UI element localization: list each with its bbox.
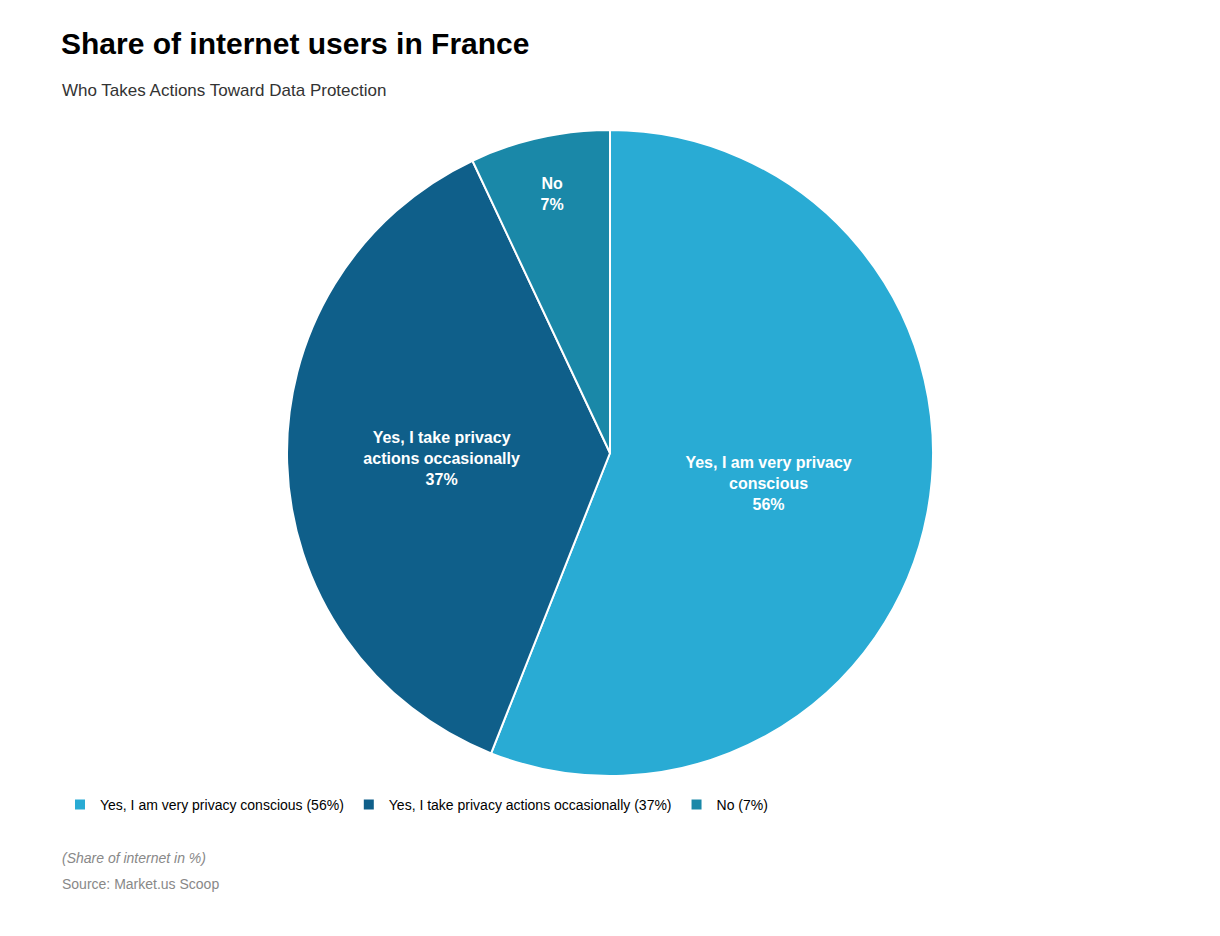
svg-text:Yes, I take privacyactions occ: Yes, I take privacyactions occasionally3…: [363, 429, 520, 488]
svg-text:No (7%): No (7%): [717, 797, 768, 813]
svg-text:(Share of internet in %): (Share of internet in %): [62, 850, 206, 866]
svg-text:Who Takes Actions Toward Data: Who Takes Actions Toward Data Protection: [62, 81, 386, 100]
svg-text:Yes, I take privacy actions oc: Yes, I take privacy actions occasionally…: [389, 797, 672, 813]
svg-text:Source: Market.us Scoop: Source: Market.us Scoop: [62, 876, 219, 892]
svg-text:Yes, I am very privacyconsciou: Yes, I am very privacyconscious56%: [685, 454, 851, 513]
svg-text:No7%: No7%: [541, 175, 564, 213]
svg-text:Yes, I am very privacy conscio: Yes, I am very privacy conscious (56%): [100, 797, 344, 813]
svg-text:Share of internet users in Fra: Share of internet users in France: [61, 27, 529, 60]
